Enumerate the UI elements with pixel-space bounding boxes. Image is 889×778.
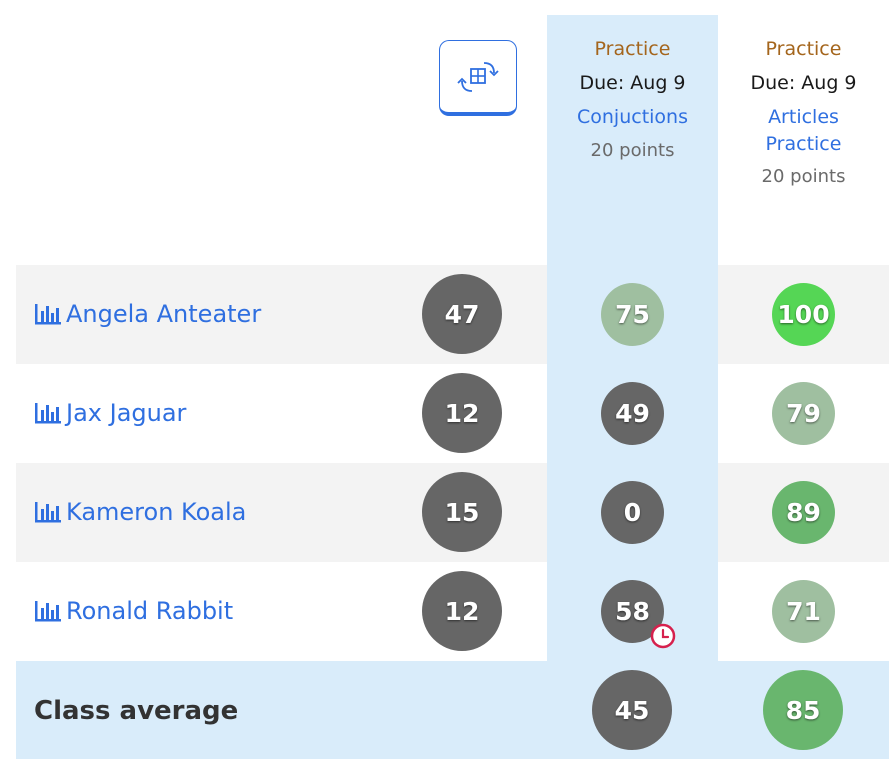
assignment-score[interactable]: 0: [601, 481, 664, 544]
bar-chart-icon: [35, 403, 61, 424]
assignment-header-conjunctions: Practice Due: Aug 9 Conjuctions 20 point…: [547, 32, 718, 168]
student-name: Jax Jaguar: [66, 399, 187, 427]
assignment-title-link[interactable]: Articles Practice: [765, 106, 842, 155]
assignment-score[interactable]: 89: [772, 481, 835, 544]
bar-chart-icon: [35, 601, 61, 622]
assignment-type: Practice: [765, 38, 842, 60]
student-link-ronald[interactable]: Ronald Rabbit: [34, 594, 233, 628]
clock-icon: [650, 623, 676, 649]
assignment-due-date: Due: Aug 9: [579, 72, 686, 94]
assignment-title-link[interactable]: Conjuctions: [577, 106, 688, 128]
assignment-points: 20 points: [761, 166, 846, 187]
student-name: Ronald Rabbit: [66, 597, 234, 625]
student-link-kameron[interactable]: Kameron Koala: [34, 495, 246, 529]
assignment-score[interactable]: 49: [601, 382, 664, 445]
overall-score[interactable]: 12: [422, 571, 502, 651]
assignment-header-articles: Practice Due: Aug 9 Articles Practice 20…: [718, 32, 889, 194]
class-average-row: [16, 661, 889, 759]
assignment-points: 20 points: [590, 140, 675, 161]
assignment-score[interactable]: 79: [772, 382, 835, 445]
assignment-due-date: Due: Aug 9: [750, 72, 857, 94]
assignment-score[interactable]: 71: [772, 580, 835, 643]
class-average-score: 85: [763, 670, 843, 750]
student-name: Kameron Koala: [66, 498, 247, 526]
assignment-score[interactable]: 100: [772, 283, 835, 346]
assignment-score[interactable]: 75: [601, 283, 664, 346]
overall-score[interactable]: 12: [422, 373, 502, 453]
bar-chart-icon: [35, 304, 61, 325]
assignment-type: Practice: [594, 38, 671, 60]
overall-score[interactable]: 15: [422, 472, 502, 552]
student-name: Angela Anteater: [66, 300, 262, 328]
student-link-angela[interactable]: Angela Anteater: [34, 297, 261, 331]
class-average-label: Class average: [34, 696, 239, 726]
swap-view-button[interactable]: [439, 40, 517, 116]
student-link-jax[interactable]: Jax Jaguar: [34, 396, 186, 430]
class-average-score: 45: [592, 670, 672, 750]
overall-score[interactable]: 47: [422, 274, 502, 354]
swap-table-icon: [457, 61, 499, 92]
bar-chart-icon: [35, 502, 61, 523]
